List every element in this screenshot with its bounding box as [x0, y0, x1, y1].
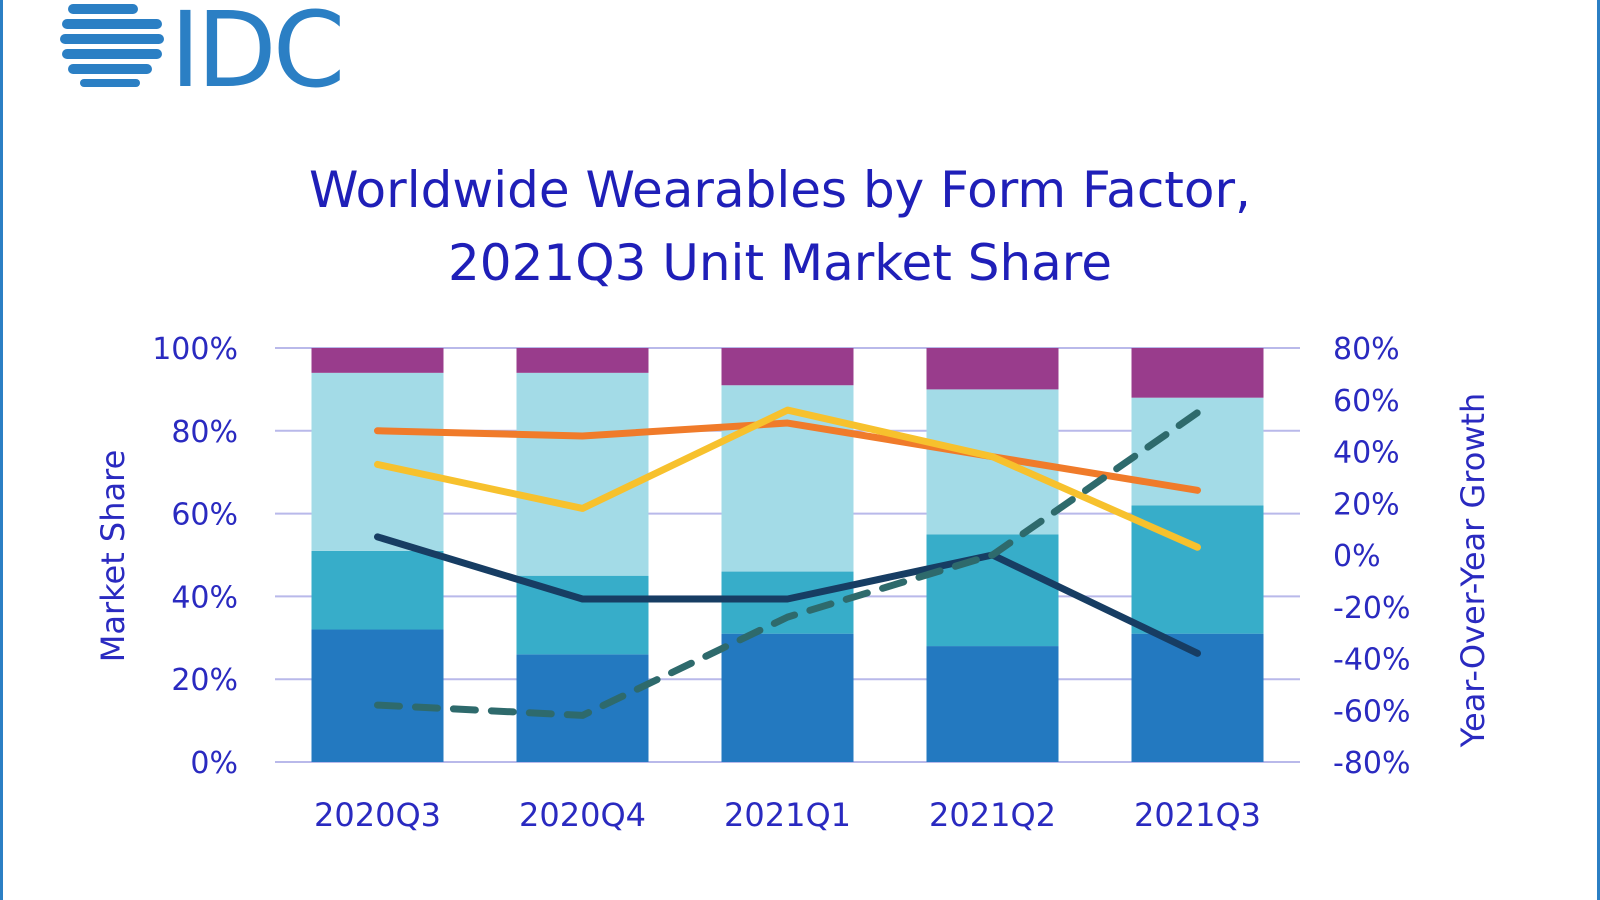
y2-tick-label: 60% — [1333, 384, 1400, 419]
y2-tick-label: 0% — [1333, 539, 1381, 574]
x-category-label: 2021Q1 — [724, 796, 851, 834]
growth-lines — [374, 406, 1201, 719]
bar-segment-4 — [1131, 348, 1264, 398]
idc-logo-text: IDC — [170, 0, 341, 94]
chart-title-line-1: Worldwide Wearables by Form Factor, — [309, 161, 1251, 219]
idc-logo-stripes — [60, 4, 164, 87]
bar-segment-3 — [721, 385, 854, 572]
y-tick-label: 20% — [171, 663, 238, 698]
y-tick-label: 40% — [171, 580, 238, 615]
growth-line-4 — [374, 409, 1201, 719]
stacked-bars — [311, 348, 1264, 762]
y2-tick-label: 20% — [1333, 487, 1400, 522]
y2-tick-label: 80% — [1333, 332, 1400, 367]
bar-segment-1 — [926, 646, 1059, 762]
bar-segment-1 — [516, 654, 649, 762]
growth-line-2 — [374, 406, 1201, 551]
bar-segment-4 — [926, 348, 1059, 390]
bar-segment-4 — [721, 348, 854, 386]
chart-title-line-2: 2021Q3 Unit Market Share — [448, 234, 1112, 292]
y2-axis-title: Year-Over-Year Growth — [1454, 393, 1492, 749]
y2-tick-label: -20% — [1333, 591, 1411, 626]
y-tick-label: 60% — [171, 498, 238, 533]
x-category-label: 2021Q3 — [1134, 796, 1261, 834]
y2-tick-label: -40% — [1333, 643, 1411, 678]
bar-segment-2 — [311, 550, 444, 630]
growth-line-3 — [374, 533, 1201, 657]
bar-segment-3 — [516, 372, 649, 576]
x-category-label: 2021Q2 — [929, 796, 1056, 834]
growth-line-1 — [374, 419, 1201, 494]
x-category-label: 2020Q3 — [314, 796, 441, 834]
bar-segment-4 — [516, 348, 649, 373]
y2-axis-ticks: -80% -60% -40% -20% 0% 20% 40% 60% 80% — [1333, 332, 1411, 781]
bar-segment-1 — [721, 633, 854, 762]
y2-tick-label: -60% — [1333, 694, 1411, 729]
y-axis-title: Market Share — [94, 450, 132, 663]
bar-segment-4 — [311, 348, 444, 373]
x-category-label: 2020Q4 — [519, 796, 646, 834]
bar-segment-1 — [311, 629, 444, 762]
y2-tick-label: -80% — [1333, 746, 1411, 781]
idc-logo: IDC — [60, 0, 345, 94]
y-axis-ticks: 0% 20% 40% 60% 80% 100% — [152, 332, 238, 781]
y-tick-label: 100% — [152, 332, 238, 367]
x-axis-categories: 2020Q3 2020Q4 2021Q1 2021Q2 2021Q3 — [314, 796, 1261, 834]
y-tick-label: 0% — [190, 746, 238, 781]
y-tick-label: 80% — [171, 415, 238, 450]
y2-tick-label: 40% — [1333, 436, 1400, 471]
